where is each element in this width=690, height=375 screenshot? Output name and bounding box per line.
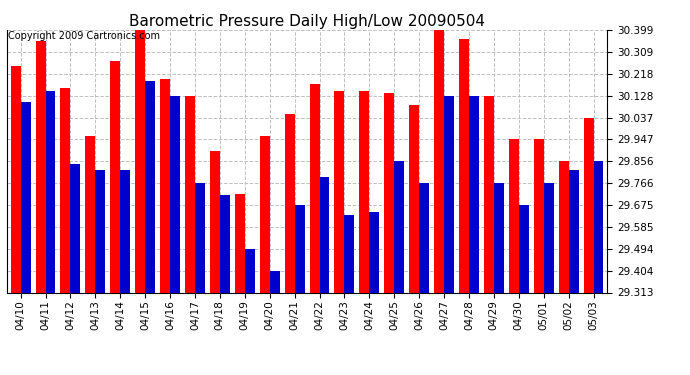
Bar bbox=[494, 183, 504, 292]
Bar bbox=[444, 96, 454, 292]
Bar bbox=[559, 161, 569, 292]
Bar bbox=[160, 79, 170, 292]
Bar bbox=[593, 161, 604, 292]
Bar bbox=[569, 170, 578, 292]
Bar bbox=[195, 183, 205, 292]
Bar bbox=[259, 136, 270, 292]
Bar bbox=[359, 92, 369, 292]
Bar bbox=[245, 249, 255, 292]
Bar bbox=[135, 30, 145, 292]
Bar bbox=[369, 212, 380, 292]
Bar bbox=[46, 91, 55, 292]
Bar bbox=[584, 117, 593, 292]
Bar bbox=[185, 96, 195, 292]
Bar bbox=[10, 66, 21, 292]
Bar bbox=[86, 136, 95, 292]
Bar bbox=[544, 183, 553, 292]
Bar bbox=[319, 177, 329, 292]
Bar bbox=[394, 161, 404, 292]
Bar bbox=[335, 92, 344, 292]
Bar bbox=[21, 102, 30, 292]
Bar bbox=[469, 96, 479, 292]
Bar bbox=[95, 170, 106, 292]
Bar bbox=[509, 139, 519, 292]
Bar bbox=[235, 194, 245, 292]
Bar bbox=[36, 40, 46, 292]
Bar bbox=[484, 96, 494, 292]
Bar bbox=[70, 164, 80, 292]
Bar bbox=[61, 88, 70, 292]
Title: Barometric Pressure Daily High/Low 20090504: Barometric Pressure Daily High/Low 20090… bbox=[129, 14, 485, 29]
Bar bbox=[170, 96, 180, 292]
Bar bbox=[110, 61, 120, 292]
Bar bbox=[285, 114, 295, 292]
Bar bbox=[534, 139, 544, 292]
Bar bbox=[459, 39, 469, 292]
Bar bbox=[409, 105, 419, 292]
Bar bbox=[145, 81, 155, 292]
Bar bbox=[310, 84, 319, 292]
Bar bbox=[120, 170, 130, 292]
Bar bbox=[344, 214, 355, 292]
Bar bbox=[220, 195, 230, 292]
Text: Copyright 2009 Cartronics.com: Copyright 2009 Cartronics.com bbox=[8, 30, 160, 40]
Bar bbox=[434, 30, 444, 292]
Bar bbox=[419, 183, 429, 292]
Bar bbox=[519, 205, 529, 292]
Bar bbox=[210, 151, 220, 292]
Bar bbox=[270, 270, 279, 292]
Bar bbox=[384, 93, 394, 292]
Bar bbox=[295, 205, 304, 292]
